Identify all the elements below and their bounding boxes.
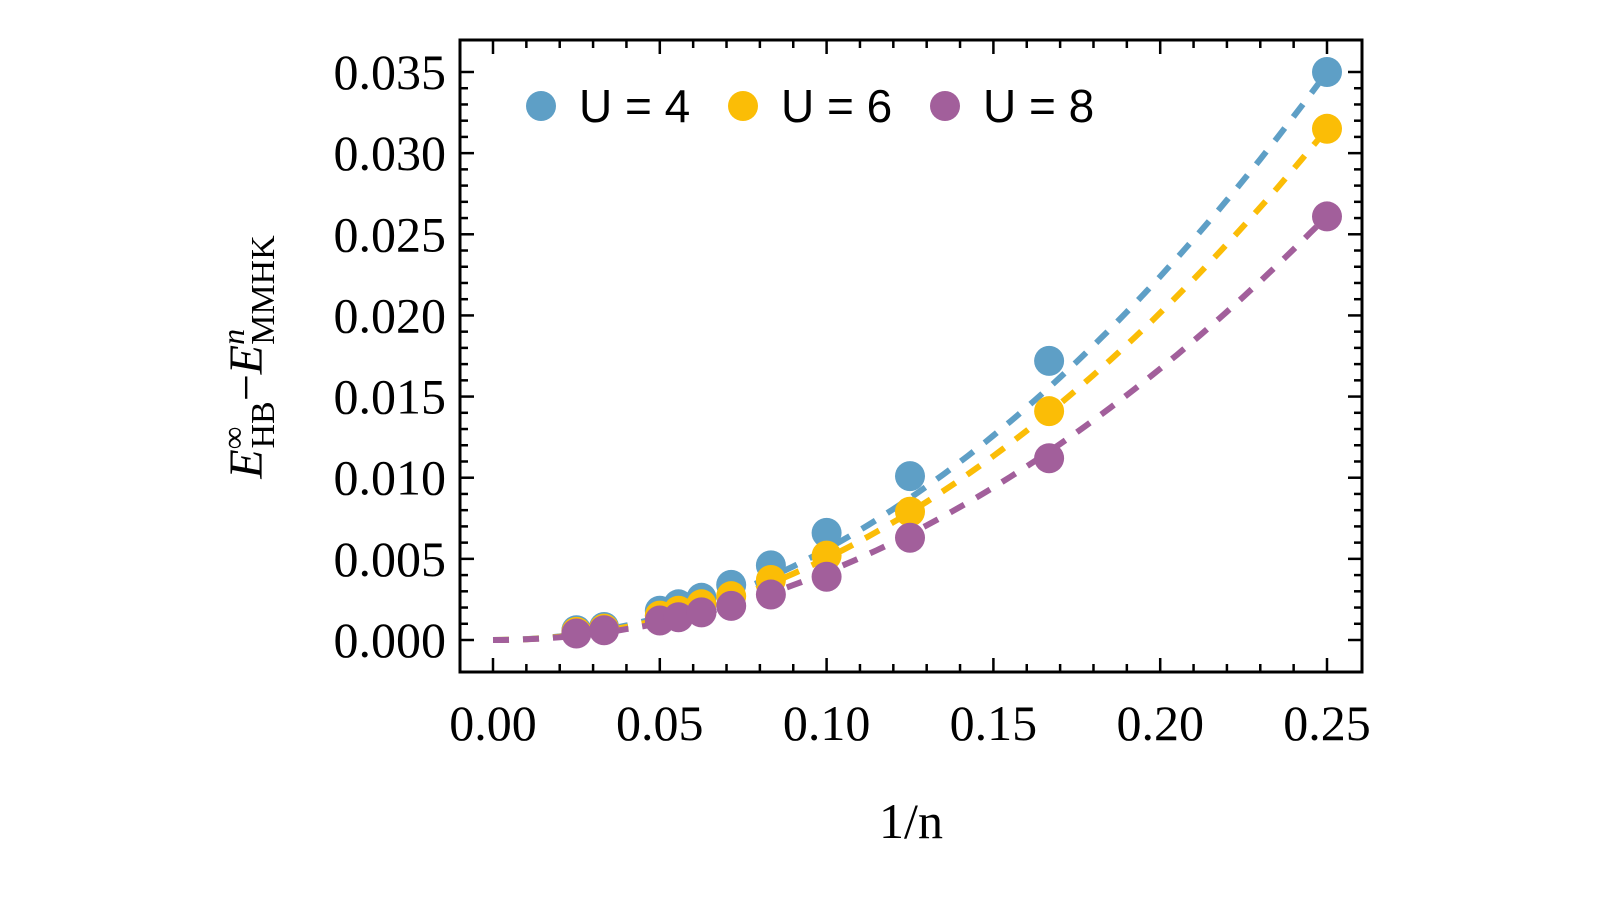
ylabel-e2: E (220, 345, 273, 375)
y-axis-label: E∞HB−EnMMHK (215, 235, 282, 480)
legend-marker (728, 91, 758, 121)
data-point (1312, 201, 1342, 232)
y-tick-label: 0.030 (334, 125, 447, 181)
fit-curve (493, 213, 1330, 643)
x-tick-label: 0.15 (950, 695, 1038, 751)
x-axis-label: 1/n (879, 793, 943, 849)
y-tick-label: 0.010 (334, 450, 447, 506)
legend: U = 4 U = 6 U = 8 (526, 80, 1094, 132)
ylabel-e1: E (220, 449, 273, 479)
y-tick-label: 0.035 (334, 44, 447, 100)
data-point (755, 579, 786, 610)
legend-label: U = 8 (983, 80, 1094, 132)
data-point (895, 461, 925, 492)
data-point (589, 615, 620, 646)
ylabel-sup2: n (215, 329, 251, 345)
data-point (811, 540, 842, 571)
fit-curves (492, 70, 1330, 643)
data-point (895, 496, 925, 527)
ylabel-sub1: HB (245, 401, 282, 448)
x-tick-label: 0.20 (1116, 695, 1204, 751)
fit-curve (492, 70, 1330, 643)
data-point (1312, 113, 1342, 144)
data-point (1034, 443, 1065, 474)
data-point (663, 602, 694, 633)
legend-marker (526, 91, 556, 121)
data-point (1034, 396, 1065, 427)
data-point (895, 522, 925, 553)
y-tick-label: 0.000 (334, 612, 447, 668)
data-point (1312, 57, 1342, 87)
y-tick-label: 0.005 (334, 531, 447, 587)
x-tick-labels: 0.00 0.05 0.10 0.15 0.20 0.25 (449, 695, 1371, 751)
plot-frame (458, 38, 1364, 674)
y-tick-label: 0.025 (334, 206, 447, 262)
x-tick-label: 0.00 (449, 695, 537, 751)
ylabel-minus: − (220, 374, 273, 401)
x-tick-label: 0.25 (1283, 695, 1371, 751)
y-tick-label: 0.015 (334, 369, 447, 425)
legend-marker (930, 91, 960, 121)
axis-ticks (460, 40, 1362, 672)
data-points (561, 57, 1342, 649)
data-point (1034, 345, 1065, 376)
x-tick-label: 0.05 (616, 695, 704, 751)
data-point (811, 517, 842, 548)
y-tick-labels: 0.000 0.005 0.010 0.015 0.020 0.025 0.030 0.035 (334, 44, 447, 668)
ylabel-sup1: ∞ (215, 427, 251, 450)
x-tick-label: 0.10 (783, 695, 871, 751)
data-point (561, 618, 592, 649)
data-point (811, 561, 842, 592)
ylabel-sub2: MMHK (245, 235, 282, 345)
fit-curve (492, 126, 1330, 643)
y-tick-label: 0.020 (334, 287, 447, 343)
data-point (716, 590, 747, 621)
data-point (686, 597, 717, 628)
legend-label: U = 6 (781, 80, 892, 132)
legend-label: U = 4 (579, 80, 690, 132)
